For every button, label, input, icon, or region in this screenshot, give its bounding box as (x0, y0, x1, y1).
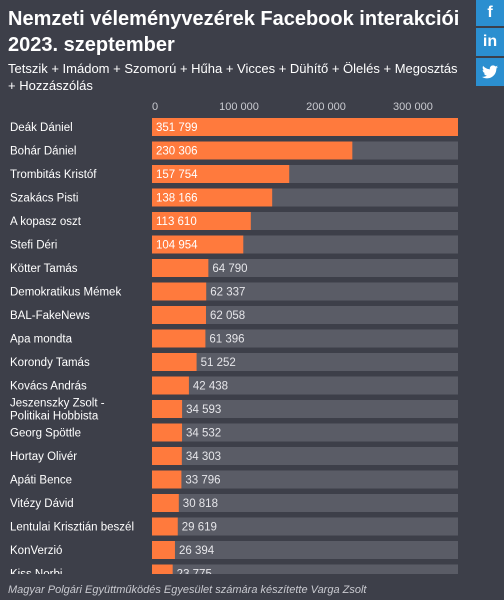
bar (152, 165, 290, 183)
bar (152, 564, 173, 574)
data-label: 157 754 (156, 169, 198, 181)
category-label: Vitézy Dávid (10, 498, 74, 510)
data-label: 104 954 (156, 240, 198, 252)
data-label: 64 790 (212, 263, 247, 275)
bar-track (152, 564, 458, 574)
data-label: 29 619 (182, 522, 217, 534)
share-bar: f in (476, 0, 504, 88)
category-label: Trombitás Kristóf (10, 169, 97, 181)
data-label: 62 337 (210, 287, 245, 299)
bar (152, 235, 244, 254)
data-label: 61 396 (209, 334, 244, 346)
data-label: 30 818 (183, 498, 218, 510)
category-label: Szakács Pisti (10, 193, 78, 205)
category-label: KonVerzió (10, 545, 62, 557)
data-label: 42 438 (193, 381, 228, 393)
data-label: 33 796 (185, 475, 220, 487)
bar (152, 494, 179, 512)
category-label: Korondy Tamás (10, 357, 90, 369)
bar-track (152, 353, 458, 371)
bar (152, 282, 207, 301)
bar (152, 306, 206, 324)
bar (152, 259, 209, 277)
facebook-share-icon[interactable]: f (476, 0, 504, 26)
bar-track (152, 541, 458, 559)
category-label: BAL-FakeNews (10, 310, 90, 322)
category-label: Hortay Olivér (10, 451, 77, 463)
bar (152, 400, 183, 418)
category-label: Lentulai Krisztián beszél (10, 522, 134, 534)
bar (152, 212, 251, 230)
x-tick-label: 100 000 (219, 101, 259, 113)
category-label: Demokratikus Mémek (10, 287, 121, 299)
bar (152, 141, 353, 160)
data-label: 34 303 (186, 451, 221, 463)
x-tick-label: 0 (152, 101, 158, 113)
bar-track (152, 329, 458, 348)
bar-track (152, 423, 458, 442)
category-label: Apa mondta (10, 334, 73, 346)
bar (152, 376, 189, 395)
bar (152, 118, 458, 136)
data-label: 62 058 (210, 310, 245, 322)
category-label: Kovács András (10, 381, 87, 393)
bar-track (152, 282, 458, 301)
data-label: 230 306 (156, 146, 198, 158)
category-label: Georg Spöttle (10, 428, 81, 440)
chart-footer: Magyar Polgári Együttműködés Egyesület s… (8, 584, 367, 596)
data-label: 34 593 (186, 404, 221, 416)
bar-track (152, 494, 458, 512)
twitter-share-icon[interactable] (476, 58, 504, 86)
data-label: 23 775 (177, 569, 212, 575)
data-label: 34 532 (186, 428, 221, 440)
chart-subtitle: Tetszik + Imádom + Szomorú + Hűha + Vicc… (8, 61, 458, 93)
bar (152, 470, 182, 489)
category-label: Apáti Bence (10, 475, 72, 487)
twitter-bird-icon (482, 65, 498, 79)
data-label: 138 166 (156, 193, 198, 205)
category-label: Stefi Déri (10, 240, 57, 252)
bar (152, 329, 206, 348)
bar-track (152, 306, 458, 324)
category-label: Deák Dániel (10, 122, 73, 134)
bar (152, 447, 182, 465)
data-label: 26 394 (179, 545, 215, 557)
chart-title: Nemzeti véleményvezérek Facebook interak… (8, 8, 460, 56)
bar (152, 541, 175, 559)
category-label: Jeszenszky Zsolt -Politikai Hobbista (10, 398, 105, 423)
bar-track (152, 447, 458, 465)
x-tick-label: 300 000 (393, 101, 433, 113)
bar-track (152, 259, 458, 277)
data-label: 351 799 (156, 122, 198, 134)
data-label: 113 610 (156, 216, 197, 228)
bar-track (152, 400, 458, 418)
category-label: Kiss Norbi (10, 569, 62, 575)
bar (152, 353, 197, 371)
bar-track (152, 470, 458, 489)
category-label: A kopasz oszt (10, 216, 82, 228)
bar-track (152, 376, 458, 395)
data-label: 51 252 (201, 357, 236, 369)
bar-track (152, 517, 458, 536)
x-tick-label: 200 000 (306, 101, 346, 113)
bar (152, 423, 183, 442)
bar (152, 517, 178, 536)
linkedin-share-icon[interactable]: in (476, 28, 504, 56)
bar (152, 188, 273, 207)
category-label: Bohár Dániel (10, 146, 76, 158)
category-label: Kötter Tamás (10, 263, 78, 275)
bar-chart: 0 100 000 200 000 300 000 Deák Dániel 351 799… (10, 101, 458, 575)
